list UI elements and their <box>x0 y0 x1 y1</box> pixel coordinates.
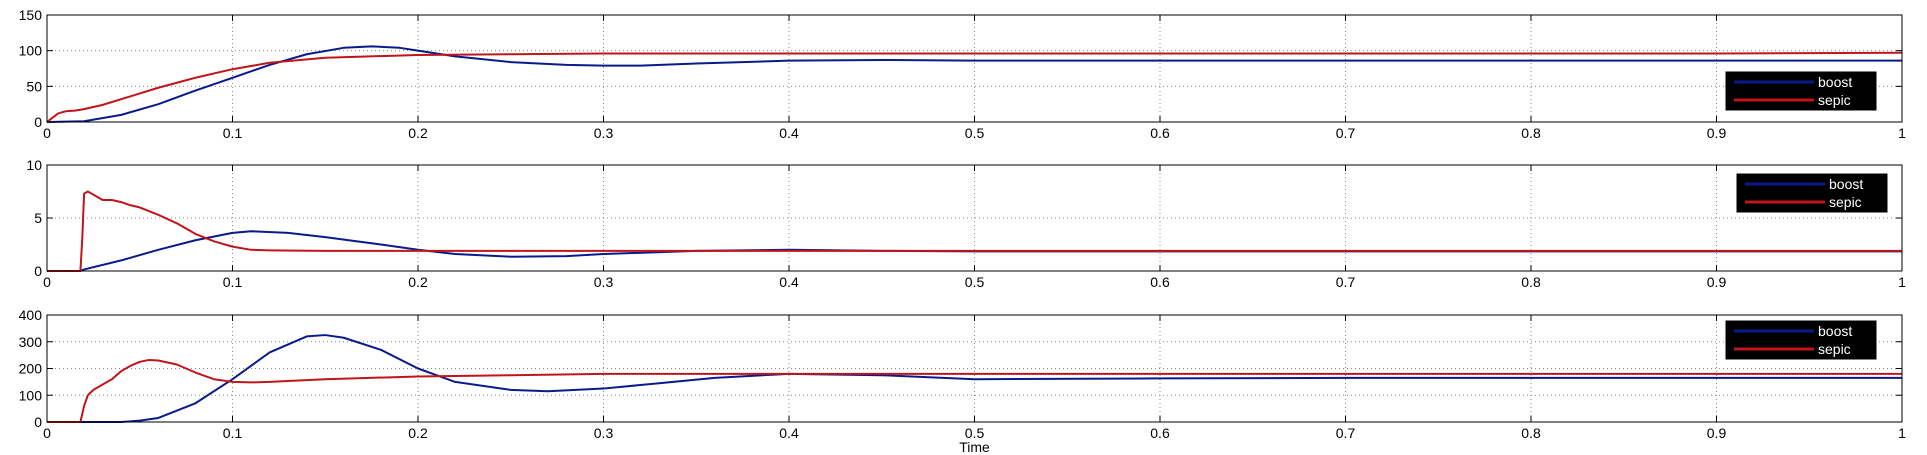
y-tick-label-middle-0: 0 <box>34 263 42 279</box>
x-tick-label-top-2: 0.2 <box>408 125 428 141</box>
x-tick-label-middle-2: 0.2 <box>408 274 428 290</box>
x-tick-label-top-9: 0.9 <box>1707 125 1727 141</box>
x-tick-label-top-1: 0.1 <box>223 125 243 141</box>
x-tick-label-top-7: 0.7 <box>1336 125 1356 141</box>
legend-label-boost-middle: boost <box>1829 176 1863 192</box>
x-tick-label-bottom-9: 0.9 <box>1707 425 1727 441</box>
series-line-boost-top <box>46 45 1902 123</box>
legend-label-sepic-middle: sepic <box>1829 194 1862 210</box>
x-tick-label-bottom-6: 0.6 <box>1150 425 1170 441</box>
y-tick-label-bottom-1: 100 <box>19 387 43 403</box>
x-tick-label-bottom-2: 0.2 <box>408 425 428 441</box>
plot-top: 0 0.1 0.2 0.3 0.4 0.5 0.6 0.7 0.8 0.9 1 0 50 100 150 bo… <box>19 7 1906 141</box>
y-tick-label-middle-2: 10 <box>26 157 42 173</box>
legend-bottom: boost sepic <box>1725 320 1877 360</box>
y-tick-label-bottom-3: 300 <box>19 334 43 350</box>
x-tick-label-bottom-7: 0.7 <box>1336 425 1356 441</box>
x-tick-label-bottom-4: 0.4 <box>779 425 799 441</box>
legend-box-middle <box>1736 173 1888 213</box>
x-tick-label-middle-8: 0.8 <box>1521 274 1541 290</box>
y-tick-label-bottom-4: 400 <box>19 307 43 323</box>
legend-top: boost sepic <box>1725 71 1877 111</box>
legend-box-top <box>1725 71 1877 111</box>
series-line-boost-bottom <box>47 334 1902 423</box>
x-axis-label: Time <box>959 439 990 455</box>
y-tick-label-top-0: 0 <box>34 114 42 130</box>
x-tick-label-top-10: 1 <box>1898 125 1906 141</box>
x-tick-label-top-6: 0.6 <box>1150 125 1170 141</box>
y-tick-label-top-2: 100 <box>19 43 43 59</box>
x-tick-label-middle-7: 0.7 <box>1336 274 1356 290</box>
x-tick-label-bottom-3: 0.3 <box>594 425 614 441</box>
y-tick-label-middle-1: 5 <box>34 210 42 226</box>
x-tick-label-top-3: 0.3 <box>594 125 614 141</box>
plot-middle: 0 0.1 0.2 0.3 0.4 0.5 0.6 0.7 0.8 0.9 10510boostse… <box>26 157 1906 290</box>
x-tick-label-bottom-8: 0.8 <box>1521 425 1541 441</box>
legend-middle: boost sepic <box>1736 173 1888 213</box>
y-tick-label-top-1: 50 <box>26 78 42 94</box>
x-tick-label-middle-1: 0.1 <box>223 274 243 290</box>
x-tick-label-top-0: 0 <box>43 125 51 141</box>
x-tick-label-top-4: 0.4 <box>779 125 799 141</box>
axes-top-background <box>47 15 1902 122</box>
series-line-sepic-top <box>46 51 1903 123</box>
x-tick-label-bottom-10: 1 <box>1898 425 1906 441</box>
y-tick-label-top-3: 150 <box>19 7 43 23</box>
x-tick-label-middle-10: 1 <box>1898 274 1906 290</box>
x-tick-label-middle-6: 0.6 <box>1150 274 1170 290</box>
x-tick-label-bottom-5: 0.5 <box>965 425 985 441</box>
x-tick-label-middle-0: 0 <box>43 274 51 290</box>
legend-label-sepic-bottom: sepic <box>1818 341 1851 357</box>
x-tick-label-middle-9: 0.9 <box>1707 274 1727 290</box>
axes-bottom-background <box>47 315 1902 422</box>
x-tick-label-top-5: 0.5 <box>965 125 985 141</box>
series-line-sepic-bottom <box>47 358 1902 423</box>
x-tick-label-top-8: 0.8 <box>1521 125 1541 141</box>
y-tick-label-bottom-0: 0 <box>34 414 42 430</box>
x-tick-label-middle-5: 0.5 <box>965 274 985 290</box>
x-tick-label-middle-3: 0.3 <box>594 274 614 290</box>
x-tick-label-bottom-1: 0.1 <box>223 425 243 441</box>
legend-label-boost-top: boost <box>1818 74 1852 90</box>
series-line-sepic-middle <box>47 190 1902 272</box>
y-tick-label-bottom-2: 200 <box>19 361 43 377</box>
plot-bottom: 0 0.1 0.2 0.3 0.4 0.5 0.6 0.7 0.8 0.9 1 0 100 200 300 4… <box>19 307 1906 455</box>
legend-label-boost-bottom: boost <box>1818 323 1852 339</box>
x-tick-label-bottom-0: 0 <box>43 425 51 441</box>
x-tick-label-middle-4: 0.4 <box>779 274 799 290</box>
legend-label-sepic-top: sepic <box>1818 92 1851 108</box>
legend-box-bottom <box>1725 320 1877 360</box>
